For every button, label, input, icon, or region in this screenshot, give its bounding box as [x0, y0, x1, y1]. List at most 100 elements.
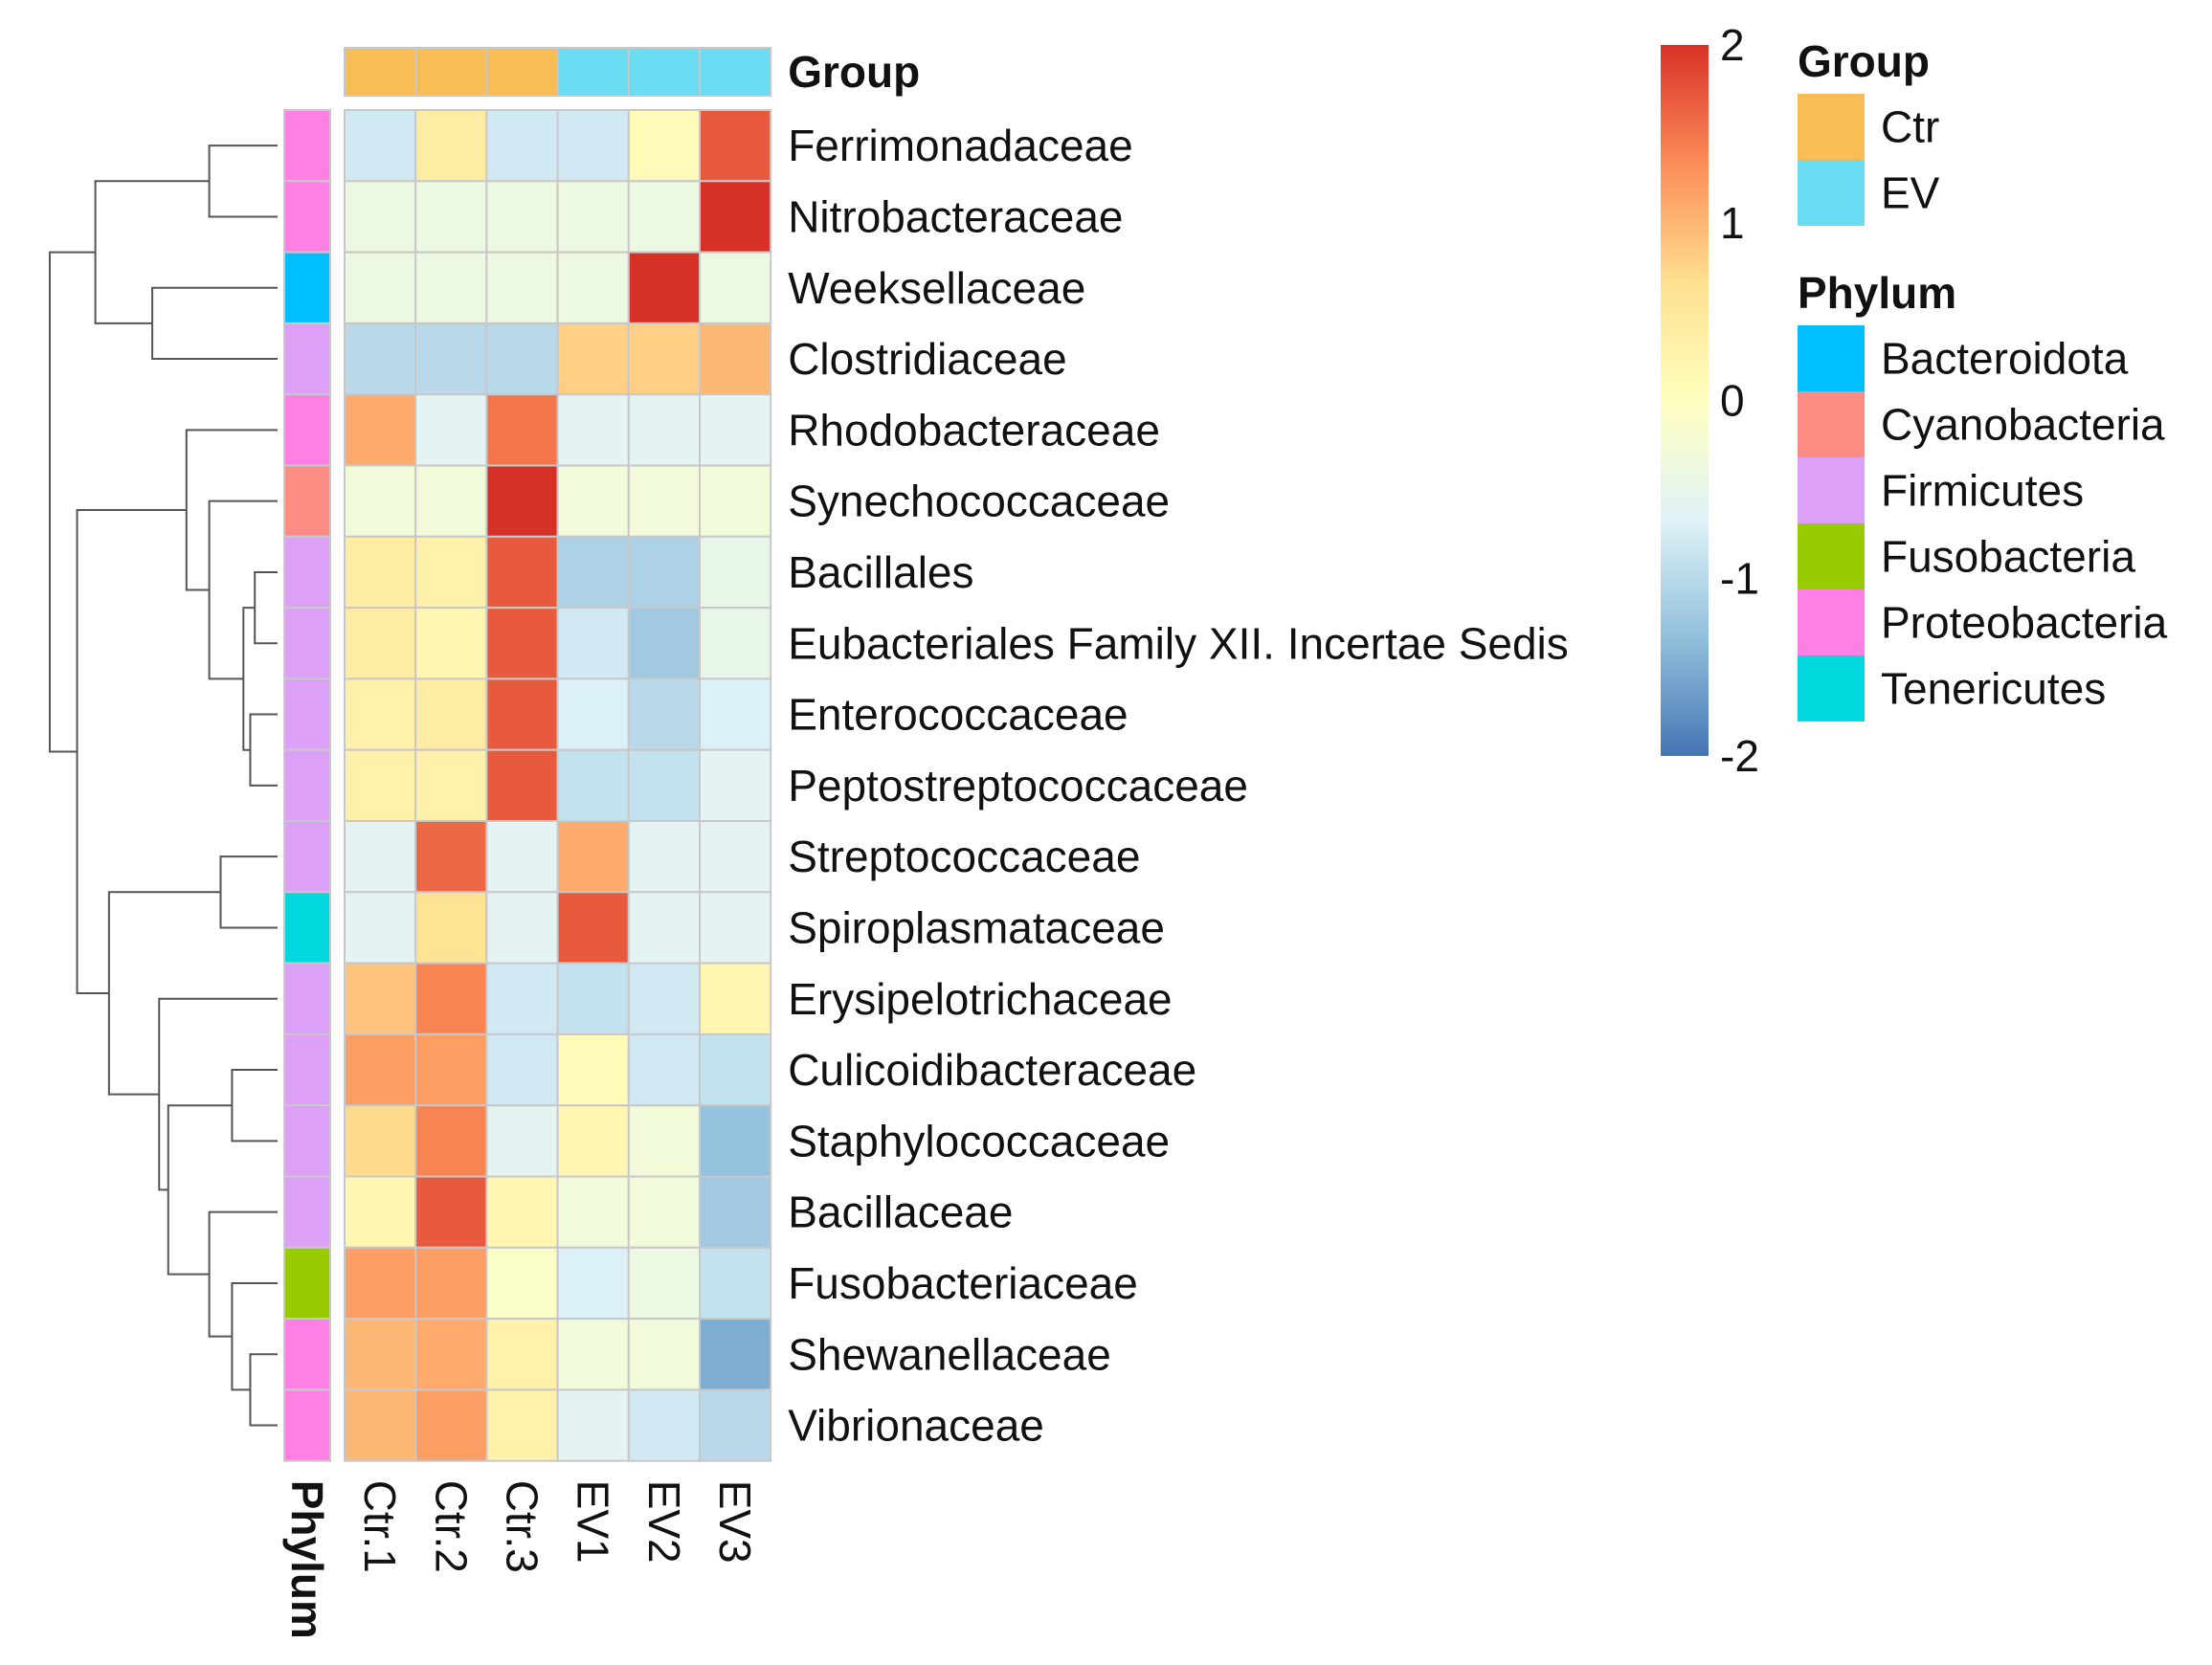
heatmap-cell: [344, 251, 417, 324]
heatmap-cell: [344, 393, 417, 467]
heatmap-cell: [414, 1104, 488, 1178]
row-label: Bacillales: [788, 547, 973, 597]
heatmap-cell: [485, 962, 559, 1035]
heatmap-cell: [627, 1388, 701, 1462]
heatmap-cell: [556, 109, 630, 183]
heatmap-cell: [556, 322, 630, 396]
heatmap-cell: [699, 464, 772, 538]
heatmap-cell: [556, 607, 630, 680]
heatmap-cell: [699, 393, 772, 467]
heatmap-cell: [485, 820, 559, 894]
heatmap-cell: [344, 1246, 417, 1321]
phylum-legend-swatch: [1798, 457, 1865, 523]
heatmap-cell: [485, 748, 559, 823]
column-labels: Ctr.1 Ctr.2 Ctr.3 EV1 EV2 EV3: [355, 1480, 760, 1573]
heatmap-cell: [627, 1318, 701, 1391]
heatmap-cell: [344, 1388, 417, 1462]
heatmap-cell: [699, 1104, 772, 1178]
row-label: Weeksellaceae: [788, 263, 1085, 313]
heatmap-cell: [344, 677, 417, 751]
group-legend-label: EV: [1881, 168, 1940, 218]
heatmap-cell: [485, 1318, 559, 1391]
heatmap-cell: [627, 180, 701, 254]
heatmap-cell: [344, 464, 417, 538]
row-label: Fusobacteriaceae: [788, 1258, 1138, 1308]
heatmap-cell: [344, 820, 417, 894]
row-label: Clostridiaceae: [788, 334, 1066, 384]
heatmap-cell: [556, 1032, 630, 1107]
heatmap-cell: [556, 891, 630, 965]
heatmap-cell: [627, 1032, 701, 1107]
heatmap-cell: [485, 109, 559, 183]
color-scale-legend: 2 1 0 -1 -2: [1661, 20, 1759, 781]
group-annotation-cell: [627, 47, 701, 97]
phylum-annotation-cell: [283, 1104, 331, 1178]
phylum-annotation-cell: [283, 748, 331, 823]
row-label: Shewanellaceae: [788, 1329, 1111, 1379]
row-label: Peptostreptococcaceae: [788, 761, 1248, 810]
group-legend-label: Ctr: [1881, 102, 1939, 152]
heatmap-cell: [344, 1318, 417, 1391]
group-annotation-label: Group: [788, 47, 920, 97]
phylum-annotation-cell: [283, 1318, 331, 1391]
heatmap-cell: [414, 322, 488, 396]
row-label: Staphylococcaceae: [788, 1116, 1170, 1166]
heatmap-cell: [627, 535, 701, 610]
heatmap-cell: [627, 322, 701, 396]
heatmap-cell: [414, 962, 488, 1035]
color-scale-bar: [1661, 45, 1709, 756]
heatmap-cell: [344, 962, 417, 1035]
color-scale-tick-label: -1: [1720, 553, 1759, 603]
phylum-annotation-cell: [283, 251, 331, 324]
row-label: Streptococcaceae: [788, 832, 1140, 881]
row-label: Vibrionaceae: [788, 1401, 1044, 1451]
phylum-annotation-cell: [283, 1032, 331, 1107]
phylum-annotation-cell: [283, 1388, 331, 1462]
heatmap-cell: [699, 1246, 772, 1321]
heatmap-cell: [414, 1032, 488, 1107]
heatmap-cell: [556, 820, 630, 894]
heatmap-cell: [344, 1032, 417, 1107]
phylum-legend-label: Fusobacteria: [1881, 532, 2135, 582]
row-dendrogram: [49, 144, 278, 1427]
heatmap-cell: [699, 607, 772, 680]
column-label: Ctr.3: [498, 1480, 547, 1573]
heatmap-cell: [556, 251, 630, 324]
heatmap-cell: [414, 677, 488, 751]
heatmap-cell: [699, 1032, 772, 1107]
heatmap-cell: [344, 748, 417, 823]
column-label: Ctr.1: [355, 1480, 405, 1573]
heatmap-cell: [627, 677, 701, 751]
heatmap-cell: [556, 180, 630, 254]
heatmap-cell: [414, 109, 488, 183]
heatmap-cell: [699, 180, 772, 254]
phylum-legend-label: Tenericutes: [1881, 664, 2106, 714]
heatmap-cell: [485, 607, 559, 680]
heatmap-cell: [556, 1104, 630, 1178]
heatmap-cell: [627, 1246, 701, 1321]
heatmap-cell: [627, 109, 701, 183]
heatmap-cell: [699, 109, 772, 183]
heatmap-cell: [344, 607, 417, 680]
row-label: Erysipelotrichaceae: [788, 974, 1172, 1024]
heatmap-cell: [414, 464, 488, 538]
heatmap-cell: [699, 1388, 772, 1462]
dendrogram-branch: [49, 251, 96, 753]
column-label: Ctr.2: [426, 1480, 476, 1573]
heatmap-cell: [485, 251, 559, 324]
heatmap-cell: [699, 1318, 772, 1391]
phylum-annotation-cell: [283, 1175, 331, 1249]
phylum-legend-swatch: [1798, 523, 1865, 589]
phylum-annotation-cell: [283, 820, 331, 894]
heatmap-cell: [414, 1246, 488, 1321]
heatmap-cell: [344, 891, 417, 965]
phylum-legend-label: Firmicutes: [1881, 466, 2084, 516]
group-legend-swatch: [1798, 94, 1865, 160]
row-label: Spiroplasmataceae: [788, 902, 1165, 952]
group-legend-title: Group: [1798, 36, 1930, 86]
heatmap-cell: [627, 393, 701, 467]
heatmap-cell: [627, 464, 701, 538]
phylum-annotation-cell: [283, 393, 331, 467]
heatmap-cell: [627, 1104, 701, 1178]
